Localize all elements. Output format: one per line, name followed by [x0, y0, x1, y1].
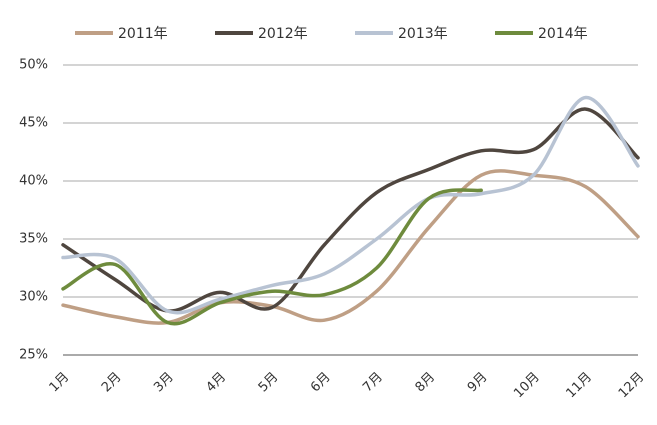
series-line — [61, 169, 640, 325]
series-line — [61, 107, 640, 313]
legend-label: 2011年 — [118, 26, 168, 42]
series-line — [61, 95, 640, 315]
x-tick-label: 10月 — [511, 370, 542, 401]
y-tick-label: 30% — [19, 290, 48, 305]
y-tick-label: 40% — [19, 174, 48, 189]
x-tick-label: 3月 — [151, 370, 177, 396]
y-tick-label: 45% — [19, 116, 48, 131]
x-tick-label: 8月 — [413, 370, 439, 396]
x-tick-label: 6月 — [308, 370, 334, 396]
x-tick-label: 1月 — [47, 370, 73, 396]
legend-label: 2012年 — [258, 26, 308, 42]
x-tick-label: 4月 — [203, 370, 229, 396]
x-tick-label: 11月 — [564, 370, 595, 401]
x-tick-label: 7月 — [360, 370, 386, 396]
x-tick-label: 5月 — [256, 370, 282, 396]
y-tick-label: 25% — [19, 348, 48, 363]
y-tick-label: 50% — [19, 58, 48, 73]
y-tick-label: 35% — [19, 232, 48, 247]
legend-label: 2014年 — [538, 26, 588, 42]
legend-label: 2013年 — [398, 26, 448, 42]
x-tick-label: 9月 — [465, 370, 491, 396]
x-tick-label: 2月 — [99, 370, 125, 396]
x-tick-label: 12月 — [616, 370, 647, 401]
series-line — [61, 188, 483, 326]
